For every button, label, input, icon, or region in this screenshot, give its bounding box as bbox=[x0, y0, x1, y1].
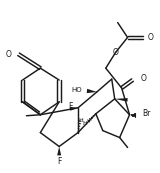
Text: Br: Br bbox=[142, 109, 151, 118]
Text: HO: HO bbox=[71, 87, 82, 93]
Polygon shape bbox=[115, 98, 128, 102]
Polygon shape bbox=[87, 89, 97, 93]
Text: O: O bbox=[147, 33, 153, 42]
Polygon shape bbox=[70, 107, 78, 111]
Text: F: F bbox=[57, 157, 61, 166]
Text: O: O bbox=[113, 48, 119, 57]
Text: F: F bbox=[68, 102, 72, 111]
Text: O: O bbox=[6, 50, 12, 59]
Text: H: H bbox=[78, 118, 83, 123]
Text: H: H bbox=[82, 121, 87, 126]
Text: O: O bbox=[140, 74, 146, 83]
Polygon shape bbox=[57, 147, 61, 155]
